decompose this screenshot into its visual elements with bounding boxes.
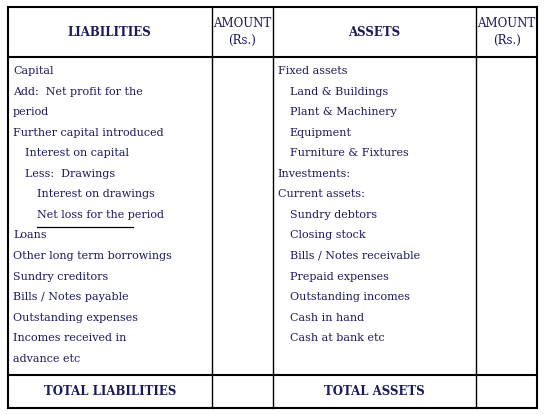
Text: Outstanding incomes: Outstanding incomes xyxy=(289,292,409,302)
Text: Further capital introduced: Further capital introduced xyxy=(13,128,164,138)
Text: advance etc: advance etc xyxy=(13,354,80,364)
Text: Add:  Net profit for the: Add: Net profit for the xyxy=(13,87,143,97)
Text: Less:  Drawings: Less: Drawings xyxy=(25,169,115,179)
Text: Other long term borrowings: Other long term borrowings xyxy=(13,251,172,261)
Text: Net loss for the period: Net loss for the period xyxy=(37,210,164,220)
Text: AMOUNT
(Rs.): AMOUNT (Rs.) xyxy=(477,17,536,47)
Text: Outstanding expenses: Outstanding expenses xyxy=(13,312,138,322)
Text: Closing stock: Closing stock xyxy=(289,230,365,240)
Text: period: period xyxy=(13,107,49,117)
Text: Equipment: Equipment xyxy=(289,128,352,138)
Text: ASSETS: ASSETS xyxy=(348,26,401,39)
Text: Cash in hand: Cash in hand xyxy=(289,312,364,322)
Text: Furniture & Fixtures: Furniture & Fixtures xyxy=(289,149,408,159)
Text: Bills / Notes payable: Bills / Notes payable xyxy=(13,292,129,302)
Text: Plant & Machinery: Plant & Machinery xyxy=(289,107,396,117)
Text: Fixed assets: Fixed assets xyxy=(277,66,347,76)
Text: Land & Buildings: Land & Buildings xyxy=(289,87,387,97)
Text: Capital: Capital xyxy=(13,66,53,76)
Text: Incomes received in: Incomes received in xyxy=(13,333,126,343)
Text: Loans: Loans xyxy=(13,230,47,240)
Text: Current assets:: Current assets: xyxy=(277,190,365,200)
Text: TOTAL LIABILITIES: TOTAL LIABILITIES xyxy=(44,385,176,398)
Text: LIABILITIES: LIABILITIES xyxy=(68,26,152,39)
Text: Investments:: Investments: xyxy=(277,169,350,179)
Text: Interest on capital: Interest on capital xyxy=(25,149,129,159)
Text: Interest on drawings: Interest on drawings xyxy=(37,190,155,200)
Text: AMOUNT
(Rs.): AMOUNT (Rs.) xyxy=(213,17,271,47)
Text: Bills / Notes receivable: Bills / Notes receivable xyxy=(289,251,420,261)
Text: Prepaid expenses: Prepaid expenses xyxy=(289,271,389,281)
Text: Cash at bank etc: Cash at bank etc xyxy=(289,333,384,343)
Text: Sundry debtors: Sundry debtors xyxy=(289,210,377,220)
Text: Sundry creditors: Sundry creditors xyxy=(13,271,108,281)
Text: TOTAL ASSETS: TOTAL ASSETS xyxy=(324,385,425,398)
